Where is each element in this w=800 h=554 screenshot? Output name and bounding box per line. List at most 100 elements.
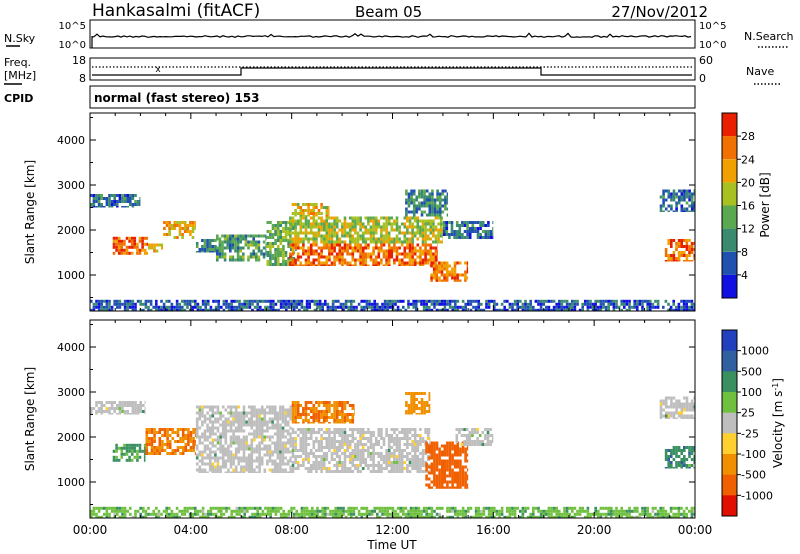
power-cell [441, 192, 445, 196]
velocity-cell [348, 461, 352, 464]
power-cell [445, 233, 449, 236]
power-cell [434, 252, 438, 256]
power-cell [307, 212, 310, 215]
power-cell [248, 302, 252, 306]
velocity-cell [390, 461, 394, 464]
power-cell [302, 246, 305, 250]
power-cell [341, 246, 344, 250]
velocity-cell [221, 405, 225, 409]
power-cell [186, 227, 190, 230]
power-cell [403, 240, 407, 244]
velocity-cell [348, 443, 352, 446]
velocity-cell [284, 417, 287, 421]
velocity-cell [237, 459, 241, 463]
power-cell [420, 201, 424, 205]
power-cell [429, 249, 433, 253]
power-cell [438, 261, 441, 265]
velocity-cell [250, 444, 254, 448]
power-cell [364, 231, 368, 235]
power-cell [279, 233, 283, 236]
power-cell [335, 225, 339, 229]
velocity-cell [260, 441, 264, 445]
velocity-cell [398, 443, 401, 446]
velocity-cell [338, 428, 342, 431]
velocity-cell [316, 515, 319, 519]
power-cell [602, 302, 605, 306]
velocity-cell [343, 455, 347, 458]
power-cell [383, 305, 387, 309]
power-cell [439, 219, 443, 223]
power-cell [385, 258, 388, 262]
velocity-cell [443, 486, 447, 489]
power-cell [95, 305, 98, 309]
velocity-cell [309, 449, 313, 452]
velocity-cell [463, 440, 466, 443]
velocity-cell [207, 512, 210, 516]
power-cell [317, 228, 321, 232]
velocity-cell [428, 506, 431, 510]
power-cell [373, 308, 376, 312]
velocity-cell [415, 404, 419, 407]
velocity-cell [416, 434, 420, 437]
power-cell [113, 194, 116, 197]
power-cell [320, 222, 323, 226]
power-cell [126, 194, 129, 197]
velocity-cell [464, 480, 467, 484]
velocity-cell [416, 467, 420, 470]
power-cell [387, 264, 391, 266]
power-cell [147, 308, 150, 312]
velocity-cell [333, 422, 336, 424]
velocity-cell [153, 446, 156, 449]
velocity-cell [245, 420, 248, 424]
velocity-cell [690, 408, 694, 412]
velocity-cell [143, 452, 146, 456]
velocity-cell [296, 422, 300, 424]
velocity-cell [454, 512, 457, 516]
velocity-cell [155, 446, 159, 449]
power-cell [191, 299, 194, 303]
power-cell [471, 221, 475, 224]
power-cell [116, 299, 119, 303]
velocity-cell [481, 440, 485, 443]
power-cell [395, 216, 399, 220]
power-cell [289, 219, 292, 223]
velocity-cell [296, 413, 300, 416]
power-cell [599, 299, 603, 303]
power-cell [482, 308, 486, 312]
velocity-cell [423, 392, 426, 395]
power-cell [328, 212, 330, 215]
velocity-cell [253, 435, 256, 439]
power-cell [591, 302, 595, 306]
power-cell [299, 261, 303, 265]
power-cell [315, 249, 318, 253]
power-cell [431, 204, 434, 208]
power-cell [309, 225, 313, 229]
velocity-cell [248, 506, 252, 510]
velocity-cell [206, 405, 209, 409]
power-cell [361, 240, 365, 244]
power-cell [584, 299, 587, 303]
velocity-cell [443, 468, 447, 472]
velocity-cell [212, 506, 215, 510]
velocity-cell [295, 512, 298, 516]
power-cell [378, 305, 382, 309]
power-cell [484, 233, 488, 236]
power-cell [487, 221, 490, 224]
power-cell [320, 255, 323, 259]
power-cell [113, 197, 116, 200]
velocity-cell [451, 515, 454, 519]
velocity-cell [171, 437, 175, 440]
power-cell [338, 261, 342, 265]
velocity-cell [446, 453, 449, 457]
velocity-cell [377, 467, 381, 470]
power-cell [387, 231, 391, 235]
velocity-cell [299, 437, 303, 440]
power-cell [322, 264, 326, 266]
power-cell [407, 299, 410, 303]
power-cell [446, 195, 448, 199]
velocity-cell [171, 452, 175, 455]
velocity-cell [395, 446, 399, 449]
velocity-cell [683, 396, 686, 400]
velocity-cell [378, 515, 382, 519]
power-cell [387, 243, 391, 247]
